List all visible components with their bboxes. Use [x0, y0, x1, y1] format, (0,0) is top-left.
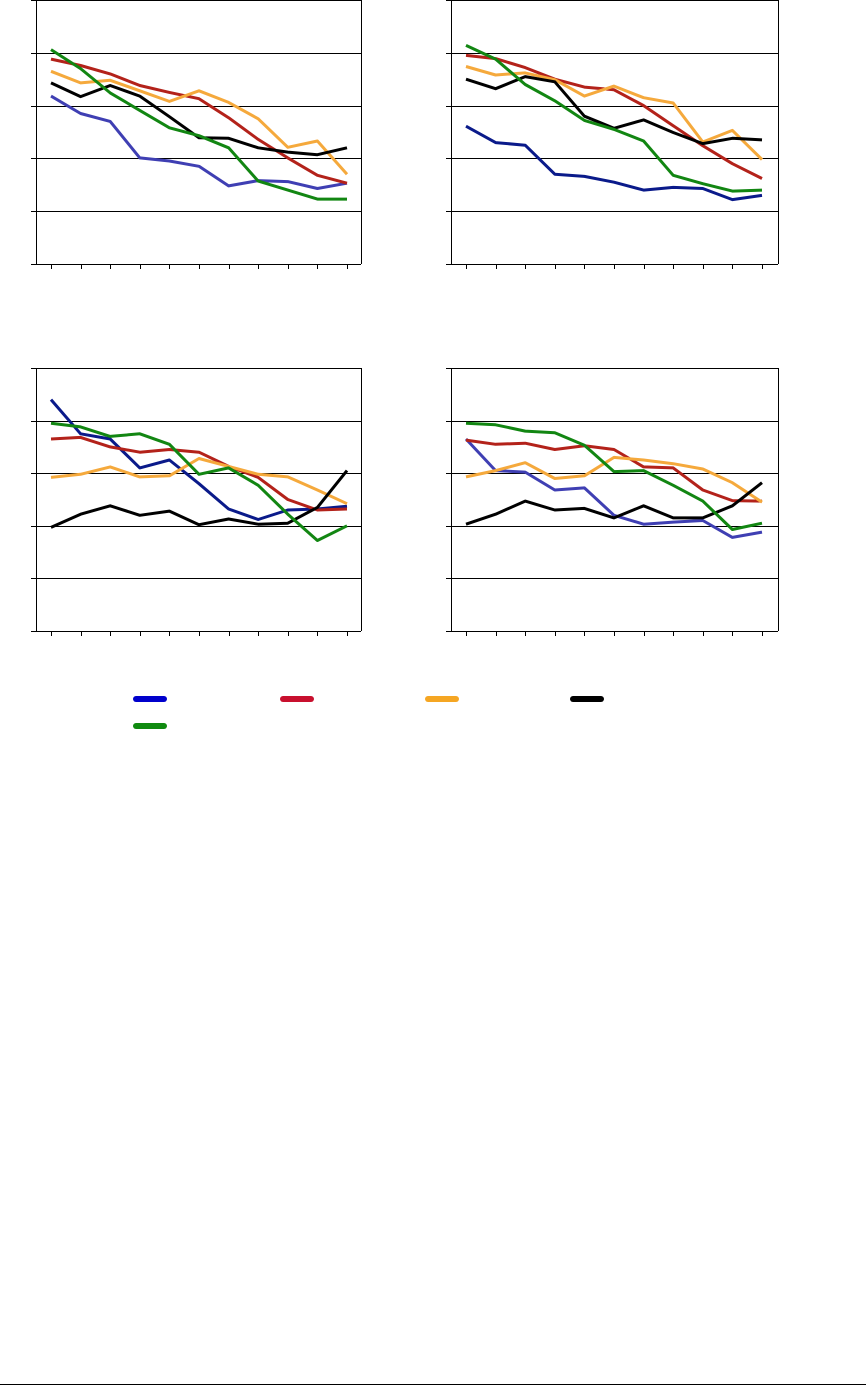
series-line-1 [50, 94, 348, 190]
chart-panel-2 [446, 0, 779, 269]
series-line-2 [50, 435, 348, 512]
series-line-2 [50, 57, 348, 185]
series-line-1 [49, 398, 348, 521]
series-line-3 [465, 65, 764, 161]
chart-panel-1 [31, 0, 362, 269]
series-line-2 [465, 438, 763, 503]
series-line-4 [465, 481, 763, 526]
series-line-4 [50, 469, 349, 529]
series-line-3 [50, 69, 349, 176]
series-line-1 [464, 437, 763, 539]
series-line-5 [50, 421, 348, 542]
series-line-1 [465, 124, 763, 202]
series-line-5 [465, 44, 763, 193]
series-line-5 [465, 421, 763, 531]
chart-panel-3 [31, 368, 362, 636]
series-line-3 [50, 457, 348, 506]
footer-rule [0, 1384, 866, 1385]
chart-panel-4 [446, 368, 779, 636]
series-line-4 [50, 81, 348, 157]
series-line-3 [465, 455, 763, 504]
series-line-2 [465, 53, 763, 180]
series-line-5 [50, 48, 347, 201]
legend [133, 696, 604, 729]
